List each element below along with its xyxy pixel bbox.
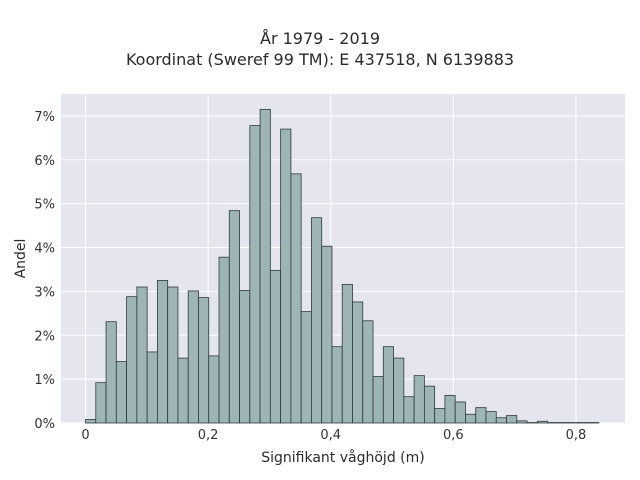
x-tick-labels: 0 0,2 0,4 0,6 0,8 (81, 428, 586, 443)
histogram-bar (454, 401, 466, 424)
histogram-bar (146, 351, 158, 424)
histogram-bar (239, 290, 251, 424)
histogram-bar (444, 394, 456, 424)
histogram-bar (341, 283, 353, 424)
y-tick-label: 4% (34, 242, 55, 257)
x-axis-title: Signifikant våghöjd (m) (261, 449, 424, 466)
chart-title-line-1: År 1979 - 2019 (260, 29, 380, 48)
histogram-bar (300, 311, 312, 424)
histogram-bar (352, 301, 364, 424)
histogram-bar (136, 286, 148, 424)
histogram-bar (218, 256, 230, 424)
x-tick-label: 0,6 (443, 428, 464, 443)
histogram-bar (475, 407, 487, 424)
histogram-bar (95, 382, 107, 424)
x-tick-label: 0 (81, 428, 89, 443)
histogram-bar (167, 286, 179, 424)
histogram-bar (372, 376, 384, 424)
histogram-bar (259, 108, 271, 424)
histogram-bar (177, 357, 189, 424)
y-tick-labels: 0% 1% 2% 3% 4% 5% 6% 7% (34, 110, 55, 432)
histogram-bar (536, 420, 549, 424)
histogram-bar (485, 411, 497, 424)
histogram-bar (105, 321, 117, 424)
histogram-bar (249, 125, 261, 424)
histogram-bar (362, 320, 374, 424)
y-tick-label: 1% (34, 373, 55, 388)
x-tick-label: 0,4 (320, 428, 341, 443)
histogram-bar (187, 290, 199, 424)
histogram-bar (331, 346, 343, 424)
bars (85, 108, 600, 424)
y-tick-label: 3% (34, 285, 55, 300)
histogram-bar (208, 355, 220, 424)
x-tick-label: 0,8 (566, 428, 587, 443)
histogram-bar (157, 280, 169, 424)
histogram-bar (115, 361, 127, 424)
histogram-bar (85, 419, 97, 424)
y-tick-label: 2% (34, 329, 55, 344)
histogram-bar (198, 297, 210, 424)
histogram-bar (321, 245, 333, 424)
histogram-bar (269, 269, 282, 424)
y-tick-label: 5% (34, 198, 55, 213)
histogram-bar (290, 173, 302, 424)
histogram-bar (403, 396, 415, 424)
histogram-bar (126, 296, 138, 424)
histogram-bar (506, 415, 518, 424)
y-tick-label: 6% (34, 154, 55, 169)
x-tick-label: 0,2 (198, 428, 219, 443)
y-tick-label: 0% (34, 417, 55, 432)
histogram-bar (228, 210, 240, 424)
y-tick-label: 7% (34, 110, 55, 125)
histogram-bar (465, 413, 477, 424)
chart-title-line-2: Koordinat (Sweref 99 TM): E 437518, N 61… (125, 50, 515, 69)
histogram-bar (516, 420, 528, 424)
histogram-bar (393, 357, 405, 424)
histogram-bar (413, 375, 425, 424)
histogram-bar (280, 128, 292, 424)
histogram-bar (495, 417, 507, 424)
histogram-bar (423, 385, 436, 424)
histogram-bar (382, 346, 394, 424)
histogram-bar (434, 408, 446, 424)
y-axis-title: Andel (13, 239, 29, 279)
histogram-bar (311, 217, 323, 424)
